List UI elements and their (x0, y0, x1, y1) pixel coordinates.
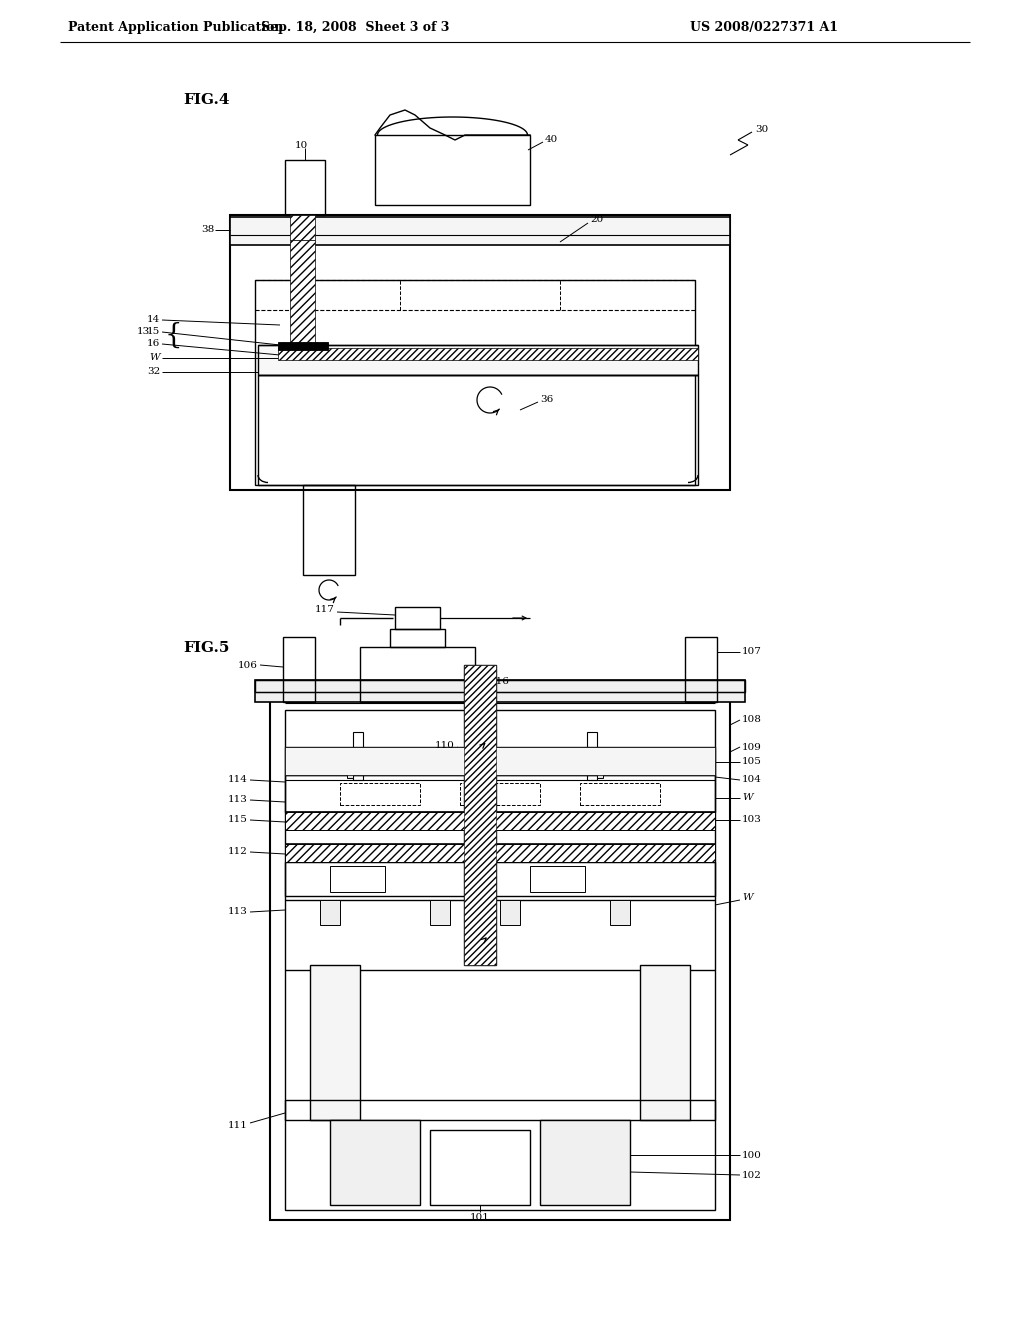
Text: Sep. 18, 2008  Sheet 3 of 3: Sep. 18, 2008 Sheet 3 of 3 (261, 21, 450, 33)
Text: 103: 103 (742, 816, 762, 825)
Bar (290, 240, 315, 345)
Bar (285, 812, 715, 830)
Text: 14: 14 (146, 315, 160, 325)
Text: 108: 108 (742, 715, 762, 725)
Bar (278, 348, 698, 360)
Bar (258, 375, 698, 484)
Bar (258, 345, 698, 375)
Bar (330, 866, 385, 892)
Text: 113: 113 (228, 908, 248, 916)
Bar (283, 638, 315, 702)
Bar (464, 665, 496, 965)
Bar (500, 900, 520, 925)
Text: 30: 30 (755, 125, 768, 135)
Bar (310, 965, 360, 1119)
Bar (255, 280, 695, 484)
Text: 102: 102 (742, 1171, 762, 1180)
Bar (360, 647, 475, 702)
Bar (303, 484, 355, 576)
Bar (540, 1119, 630, 1205)
Bar (464, 665, 496, 965)
Text: 114: 114 (228, 776, 248, 784)
Text: 117: 117 (315, 606, 335, 615)
Bar (375, 135, 530, 205)
Text: {: { (164, 322, 182, 348)
Text: 32: 32 (146, 367, 160, 376)
Text: 10: 10 (295, 140, 308, 149)
Text: 112: 112 (228, 847, 248, 857)
Bar (278, 342, 328, 350)
Bar (530, 866, 585, 892)
Bar (390, 630, 445, 647)
Bar (685, 638, 717, 702)
Text: Patent Application Publication: Patent Application Publication (68, 21, 284, 33)
Text: W: W (742, 894, 753, 903)
Text: 113: 113 (228, 796, 248, 804)
Text: 106: 106 (239, 660, 258, 669)
Bar (285, 710, 715, 1210)
Text: 101: 101 (470, 1213, 489, 1221)
Bar (395, 607, 440, 630)
Bar (285, 1100, 715, 1119)
Bar (290, 215, 315, 240)
Bar (255, 680, 745, 702)
Bar (330, 1119, 420, 1205)
Bar (430, 1130, 530, 1205)
Bar (230, 215, 730, 490)
Text: W: W (150, 354, 160, 363)
Bar (285, 160, 325, 215)
Text: 107: 107 (742, 648, 762, 656)
Text: 116: 116 (490, 677, 510, 686)
Bar (285, 862, 715, 896)
Bar (255, 680, 745, 692)
Text: 15: 15 (146, 327, 160, 337)
Bar (580, 783, 660, 805)
Text: 20: 20 (590, 215, 603, 224)
Bar (285, 843, 715, 862)
Bar (597, 748, 603, 777)
Bar (353, 733, 362, 780)
Text: FIG.4: FIG.4 (183, 92, 229, 107)
Bar (319, 900, 340, 925)
Text: 105: 105 (742, 758, 762, 767)
Text: 100: 100 (742, 1151, 762, 1159)
Text: 40: 40 (545, 136, 558, 144)
Text: 110: 110 (435, 741, 455, 750)
Bar (640, 965, 690, 1119)
Text: 109: 109 (742, 742, 762, 751)
Text: 38: 38 (202, 226, 215, 235)
Bar (285, 747, 715, 775)
Text: FIG.5: FIG.5 (183, 642, 229, 655)
Text: 115: 115 (228, 816, 248, 825)
Bar (285, 775, 715, 812)
Bar (587, 733, 597, 780)
Bar (347, 748, 353, 777)
Text: 16: 16 (146, 339, 160, 348)
Text: US 2008/0227371 A1: US 2008/0227371 A1 (690, 21, 838, 33)
Bar (610, 900, 630, 925)
Bar (285, 747, 715, 775)
Bar (340, 783, 420, 805)
Bar (430, 900, 450, 925)
Text: 104: 104 (742, 776, 762, 784)
Text: 111: 111 (228, 1121, 248, 1130)
Text: 36: 36 (540, 396, 553, 404)
Text: W: W (742, 793, 753, 803)
Bar (460, 783, 540, 805)
Text: 13: 13 (137, 327, 150, 337)
Bar (270, 696, 730, 1220)
Bar (230, 216, 730, 246)
